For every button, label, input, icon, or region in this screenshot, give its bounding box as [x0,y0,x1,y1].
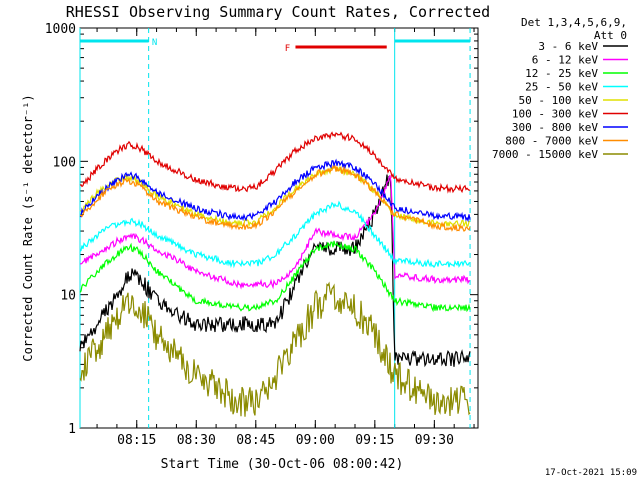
x-tick-label: 08:30 [177,433,216,448]
x-tick-label: 09:00 [296,433,335,448]
legend-label: 7000 - 15000 keV [492,148,598,161]
y-tick-label: 10 [60,289,76,304]
x-tick-label: 08:15 [117,433,156,448]
legend-label: 300 - 800 keV [512,121,598,134]
legend-label: 12 - 25 keV [525,67,598,80]
y-axis-label: Corrected Count Rate (s⁻¹ detector⁻¹) [21,94,35,361]
series-line-1 [79,174,471,368]
legend-header: Att 0 [594,29,627,42]
legend-label: 6 - 12 keV [532,54,599,67]
flag-label: F [285,44,290,54]
series-line-7 [79,158,471,223]
chart-title: RHESSI Observing Summary Count Rates, Co… [66,3,490,21]
y-tick-label: 1 [68,422,76,437]
timestamp: 17-Oct-2021 15:09 [545,468,637,478]
x-axis-label: Start Time (30-Oct-06 08:00:42) [161,457,404,472]
y-tick-label: 1000 [45,22,76,37]
series-line-2 [79,175,471,290]
legend-label: 800 - 7000 keV [505,135,598,148]
series-line-9 [79,281,471,417]
x-tick-label: 09:15 [355,433,394,448]
flag-label: N [152,38,157,48]
x-tick-label: 09:30 [415,433,454,448]
legend-label: 50 - 100 keV [519,94,599,107]
legend-label: 25 - 50 keV [525,81,598,94]
x-tick-label: 08:45 [236,433,275,448]
series-line-6 [79,131,470,194]
y-tick-label: 100 [53,155,76,170]
series-line-3 [79,240,471,313]
series-line-8 [79,164,471,232]
series-line-4 [79,200,471,269]
legend-label: 3 - 6 keV [538,40,598,53]
legend-header: Det 1,3,4,5,6,9, [521,16,627,29]
legend-label: 100 - 300 keV [512,108,598,121]
